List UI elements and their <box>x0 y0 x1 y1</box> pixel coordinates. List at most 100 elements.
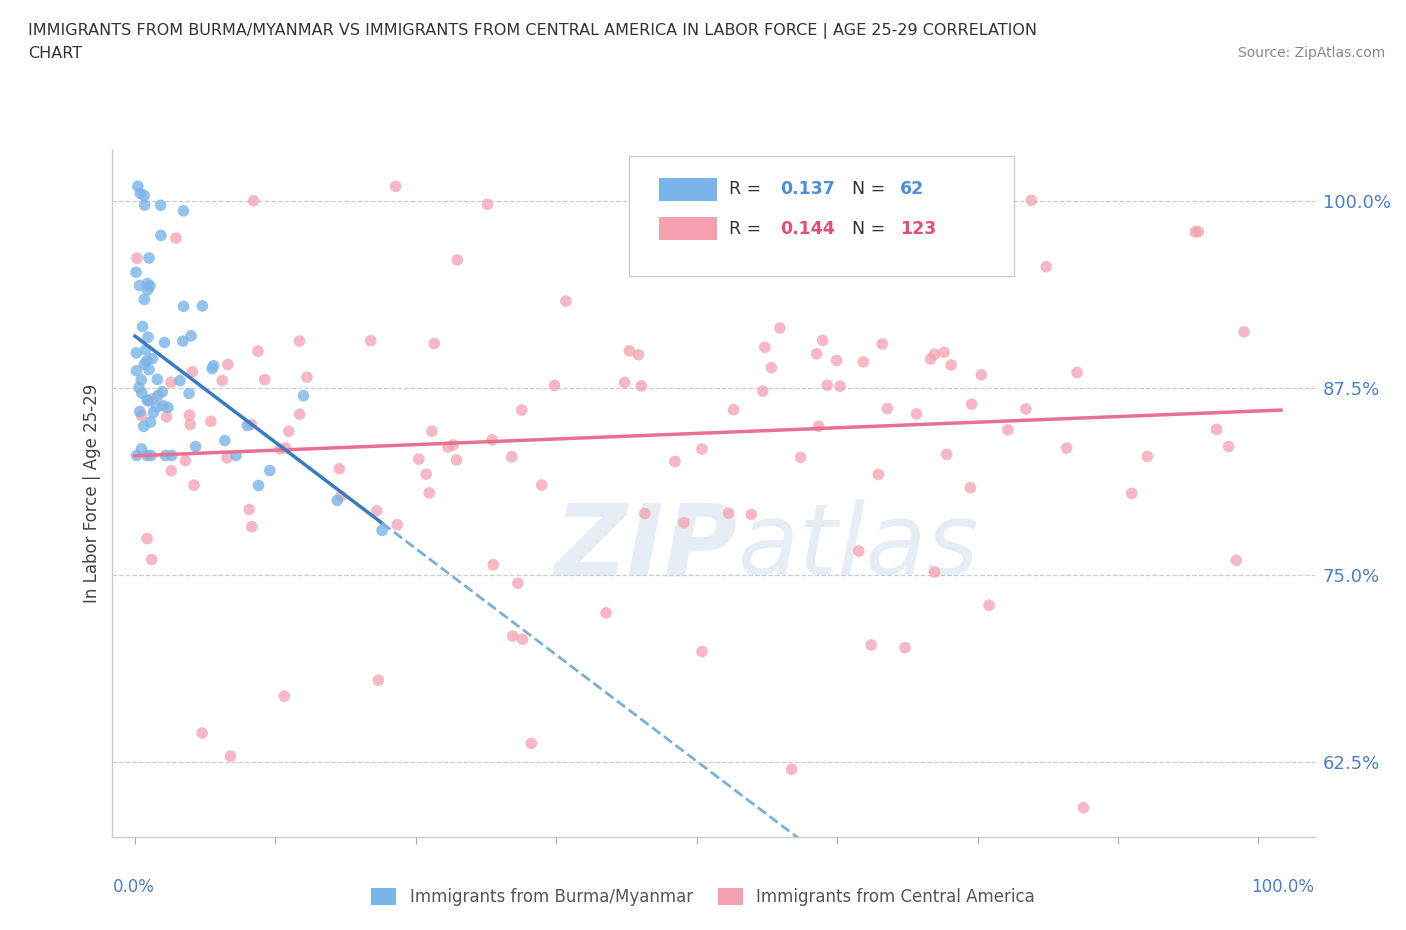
Point <box>225 448 247 463</box>
Point <box>184 439 207 454</box>
Text: ZIP: ZIP <box>554 499 738 596</box>
FancyBboxPatch shape <box>630 155 1014 276</box>
Point <box>146 372 169 387</box>
Point <box>510 403 533 418</box>
Point <box>200 414 222 429</box>
Point <box>277 424 299 439</box>
Point <box>288 406 311 421</box>
Point <box>246 344 269 359</box>
Point <box>160 448 183 463</box>
Point <box>924 347 946 362</box>
Point <box>1066 365 1088 379</box>
Point <box>169 373 191 388</box>
Point <box>530 478 553 493</box>
Point <box>181 365 204 379</box>
Point <box>723 402 745 417</box>
Point <box>165 231 187 246</box>
Point <box>690 644 713 659</box>
Point <box>295 369 318 384</box>
Point <box>125 448 148 463</box>
Point <box>630 379 652 393</box>
Point <box>441 437 464 452</box>
Point <box>240 417 263 432</box>
Point <box>506 576 529 591</box>
Point <box>141 552 163 567</box>
Point <box>966 260 988 275</box>
Point <box>149 228 172 243</box>
Point <box>214 433 236 448</box>
Point <box>135 342 157 357</box>
Point <box>131 386 153 401</box>
Text: 62: 62 <box>900 180 924 198</box>
Point <box>142 392 165 406</box>
Point <box>477 197 499 212</box>
Point <box>136 283 159 298</box>
Point <box>173 299 195 313</box>
Bar <box>659 217 717 240</box>
Point <box>420 424 443 439</box>
Point <box>935 447 957 462</box>
Text: atlas: atlas <box>738 499 979 596</box>
Point <box>371 523 394 538</box>
Point <box>512 631 534 646</box>
Point <box>131 408 153 423</box>
Point <box>367 672 389 687</box>
Text: IMMIGRANTS FROM BURMA/MYANMAR VS IMMIGRANTS FROM CENTRAL AMERICA IN LABOR FORCE : IMMIGRANTS FROM BURMA/MYANMAR VS IMMIGRA… <box>28 23 1038 39</box>
Point <box>219 749 242 764</box>
Point <box>997 422 1019 437</box>
Point <box>201 361 224 376</box>
Point <box>446 252 468 267</box>
Point <box>815 378 838 392</box>
Text: 123: 123 <box>900 219 936 238</box>
Text: 100.0%: 100.0% <box>1251 878 1315 897</box>
Point <box>423 336 446 351</box>
Point <box>1233 325 1256 339</box>
Point <box>217 357 239 372</box>
Point <box>360 333 382 348</box>
Point <box>1073 800 1095 815</box>
Point <box>131 319 153 334</box>
Point <box>211 373 233 388</box>
Point <box>128 380 150 395</box>
Point <box>894 640 917 655</box>
Point <box>174 453 197 468</box>
Point <box>520 736 543 751</box>
Y-axis label: In Labor Force | Age 25-29: In Labor Force | Age 25-29 <box>83 383 101 603</box>
Point <box>1035 259 1057 274</box>
Point <box>288 334 311 349</box>
Point <box>136 276 159 291</box>
Point <box>613 375 636 390</box>
Text: R =: R = <box>730 219 766 238</box>
Text: N =: N = <box>852 219 890 238</box>
Text: CHART: CHART <box>28 46 82 61</box>
Text: 0.0%: 0.0% <box>112 878 155 897</box>
Point <box>780 762 803 777</box>
Point <box>1205 422 1227 437</box>
Point <box>330 489 353 504</box>
Point <box>125 345 148 360</box>
Point <box>202 358 225 373</box>
Point <box>128 404 150 418</box>
Point <box>160 375 183 390</box>
Point <box>502 629 524 644</box>
Point <box>905 406 928 421</box>
Point <box>1187 224 1209 239</box>
Point <box>125 265 148 280</box>
Point <box>138 362 160 377</box>
Point <box>868 467 890 482</box>
Point <box>160 463 183 478</box>
Point <box>789 450 811 465</box>
Point <box>136 531 159 546</box>
Point <box>139 278 162 293</box>
Point <box>664 454 686 469</box>
Point <box>138 393 160 408</box>
Point <box>437 440 460 455</box>
Point <box>751 384 773 399</box>
Point <box>1015 402 1038 417</box>
Point <box>924 565 946 579</box>
Point <box>920 352 942 366</box>
Text: Source: ZipAtlas.com: Source: ZipAtlas.com <box>1237 46 1385 60</box>
Point <box>690 442 713 457</box>
Point <box>172 334 194 349</box>
Point <box>634 506 657 521</box>
